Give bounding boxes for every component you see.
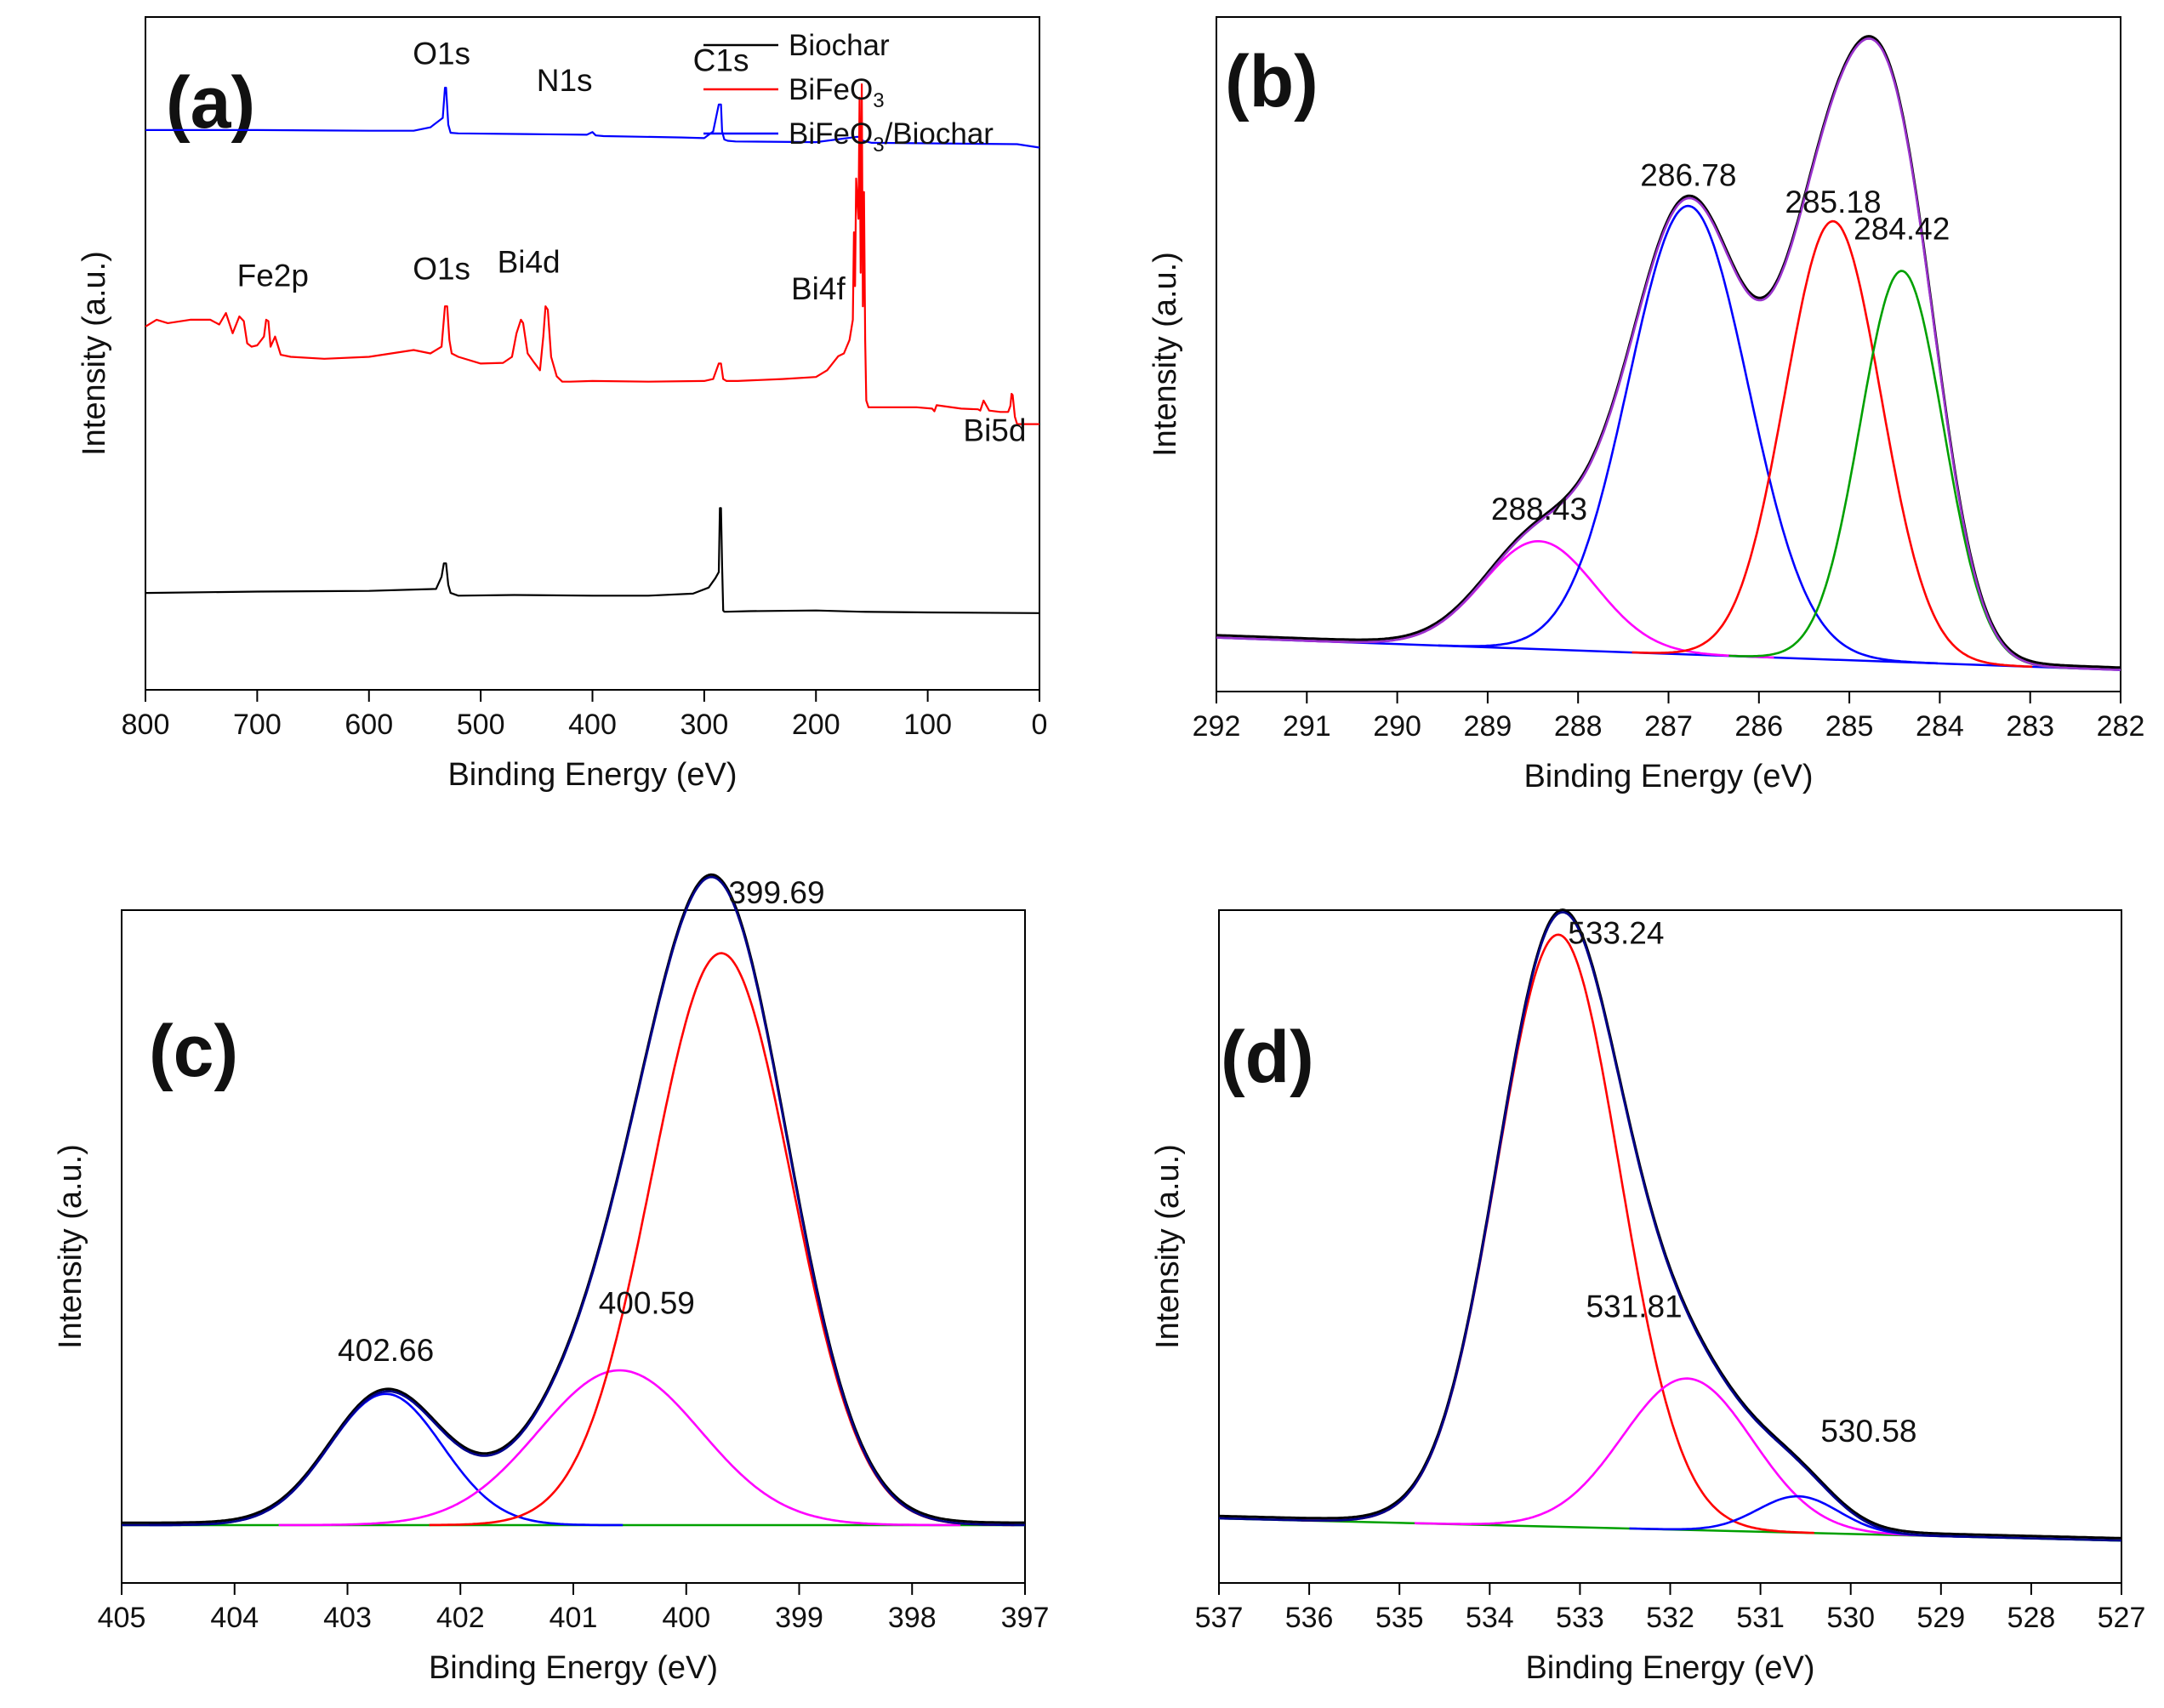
x-tick-label: 600 (345, 709, 393, 741)
panel-c: 405 404 403 402 401 400 399 398 397 Binding Energ… (53, 873, 1050, 1686)
peak-annotation: O1s (413, 251, 470, 286)
x-tick-label: 398 (888, 1602, 937, 1634)
panel-label: (c) (149, 1011, 238, 1092)
x-tick-label: 291 (1283, 710, 1331, 743)
x-tick-label: 284 (1916, 710, 1964, 743)
panel-label: (a) (166, 62, 255, 144)
x-tick-label: 404 (210, 1602, 259, 1634)
x-axis-label: Binding Energy (eV) (429, 1650, 718, 1686)
legend-subscript: 3 (873, 89, 884, 112)
x-tick-label: 300 (681, 709, 729, 741)
x-tick-label: 282 (2097, 710, 2145, 743)
peak-annotation: 285.18 (1785, 185, 1881, 219)
x-tick-label: 289 (1464, 710, 1512, 743)
series-line (145, 87, 1040, 149)
component-peak (278, 1369, 961, 1527)
peak-annotation: 288.43 (1491, 492, 1587, 527)
x-tick-label: 530 (1826, 1602, 1875, 1634)
x-tick-label: 800 (122, 709, 170, 741)
legend-label: Biochar (789, 29, 890, 62)
x-tick-label: 402 (436, 1602, 485, 1634)
x-tick-label: 532 (1646, 1602, 1694, 1634)
x-axis-label: Binding Energy (eV) (1525, 1650, 1814, 1686)
envelope-fit-line (1216, 37, 2121, 671)
x-axis-label: Binding Energy (eV) (447, 757, 737, 793)
x-tick-label: 537 (1195, 1602, 1244, 1634)
panel-label: (d) (1221, 1016, 1314, 1098)
x-tick-label: 527 (2098, 1602, 2146, 1634)
x-axis-label: Binding Energy (eV) (1523, 759, 1813, 794)
peak-annotation: 284.42 (1854, 212, 1950, 247)
series-line (145, 507, 1040, 614)
x-tick-label: 400 (662, 1602, 710, 1634)
peak-annotation: 286.78 (1640, 157, 1736, 192)
x-tick-label: 528 (2007, 1602, 2056, 1634)
x-tick-label: 700 (233, 709, 282, 741)
x-tick-label: 535 (1375, 1602, 1424, 1634)
envelope-fit-line (122, 875, 1025, 1527)
x-tick-label: 403 (323, 1602, 372, 1634)
x-tick-label: 283 (2006, 710, 2054, 743)
y-axis-label: Intensity (a.u.) (1147, 252, 1183, 457)
peak-annotation: N1s (537, 63, 593, 98)
y-axis-label: Intensity (a.u.) (53, 1144, 88, 1349)
x-tick-label: 500 (457, 709, 505, 741)
peak-annotation: 399.69 (728, 875, 824, 910)
x-tick-label: 288 (1554, 710, 1603, 743)
legend-suffix: /Biochar (885, 117, 994, 151)
x-tick-label: 536 (1285, 1602, 1334, 1634)
peak-annotation: Fe2p (237, 258, 309, 293)
x-tick-label: 401 (550, 1602, 598, 1634)
component-peak (1438, 204, 1938, 665)
x-tick-label: 285 (1825, 710, 1874, 743)
peak-annotation: C1s (693, 43, 749, 77)
peak-annotation: Bi4f (791, 271, 846, 306)
x-tick-label: 0 (1032, 709, 1048, 741)
x-tick-label: 397 (1001, 1602, 1050, 1634)
peak-annotation: 402.66 (338, 1333, 434, 1368)
peak-annotation: Bi5d (963, 413, 1026, 447)
x-tick-label: 286 (1734, 710, 1783, 743)
x-tick-label: 200 (792, 709, 840, 741)
x-tick-label: 100 (903, 709, 952, 741)
component-peak (1632, 219, 2033, 669)
peak-annotation: O1s (413, 36, 470, 71)
x-tick-label: 292 (1193, 710, 1241, 743)
x-tick-label: 290 (1373, 710, 1421, 743)
y-axis-label: Intensity (a.u.) (1150, 1144, 1186, 1349)
panel-label: (b) (1225, 41, 1318, 122)
envelope-fit-line (1219, 911, 2122, 1542)
panel-a: 800 700 600 500 400 300 200 100 0 Binding Energy … (77, 16, 1048, 793)
component-peak (1414, 1377, 1959, 1538)
legend-label: BiFeO3/Biochar (789, 117, 994, 157)
peak-annotation: 530.58 (1820, 1414, 1916, 1449)
y-axis-label: Intensity (a.u.) (77, 251, 112, 456)
x-tick-label: 531 (1736, 1602, 1785, 1634)
legend-label: BiFeO3 (789, 73, 885, 112)
panel-b: 292 291 290 289 288 287 286 285 284 283 282 Binding… (1147, 16, 2145, 794)
series-line (145, 83, 1039, 425)
x-tick-label: 399 (775, 1602, 823, 1634)
peak-annotation: 533.24 (1568, 916, 1664, 951)
x-tick-label: 529 (1916, 1602, 1965, 1634)
legend-subscript: 3 (873, 134, 884, 157)
x-tick-label: 400 (568, 709, 617, 741)
x-tick-label: 405 (98, 1602, 146, 1634)
x-tick-label: 534 (1466, 1602, 1514, 1634)
peak-annotation: 531.81 (1586, 1290, 1682, 1324)
x-tick-label: 287 (1644, 710, 1693, 743)
x-tick-label: 533 (1556, 1602, 1604, 1634)
peak-annotation: 400.59 (599, 1286, 695, 1321)
peak-annotation: Bi4d (498, 245, 561, 280)
panel-d: 537 536 535 534 533 532 531 530 529 528 527 Binding… (1150, 908, 2146, 1686)
